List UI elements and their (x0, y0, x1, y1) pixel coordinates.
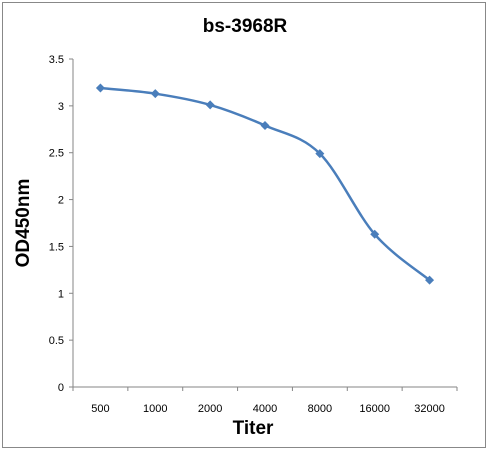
data-point-marker (370, 229, 380, 239)
y-tick-label: 3 (58, 101, 64, 113)
y-tick-label: 3.5 (49, 54, 64, 66)
data-point-marker (150, 89, 160, 99)
x-tick-label: 2000 (198, 403, 222, 415)
data-point-marker (205, 100, 215, 110)
y-tick-label: 0.5 (49, 335, 64, 347)
x-tick-label: 4000 (253, 403, 277, 415)
data-point-marker (260, 121, 270, 131)
data-point-marker (95, 83, 105, 93)
y-tick-label: 1 (58, 288, 64, 300)
y-tick-label: 0 (58, 382, 64, 394)
x-tick-label: 500 (91, 403, 109, 415)
data-point-marker (315, 149, 325, 159)
y-tick-label: 1.5 (49, 241, 64, 253)
series-line (100, 86, 431, 282)
y-ticks: 0 0.5 1 1.5 2 2.5 3 3.5 (49, 54, 73, 394)
chart-title: bs-3968R (203, 16, 288, 37)
series-markers (95, 83, 435, 285)
x-ticks: 500 1000 2000 4000 8000 16000 32000 (72, 387, 458, 415)
y-tick-label: 2 (58, 195, 64, 207)
x-tick-label: 32000 (414, 403, 445, 415)
y-tick-label: 2.5 (49, 148, 64, 160)
x-axis-title: Titer (233, 418, 274, 439)
x-tick-label: 8000 (308, 403, 332, 415)
x-tick-label: 16000 (359, 403, 390, 415)
chart-frame (2, 2, 486, 448)
x-tick-label: 1000 (143, 403, 167, 415)
y-axis-title: OD450nm (13, 179, 34, 268)
data-point-marker (425, 275, 435, 285)
